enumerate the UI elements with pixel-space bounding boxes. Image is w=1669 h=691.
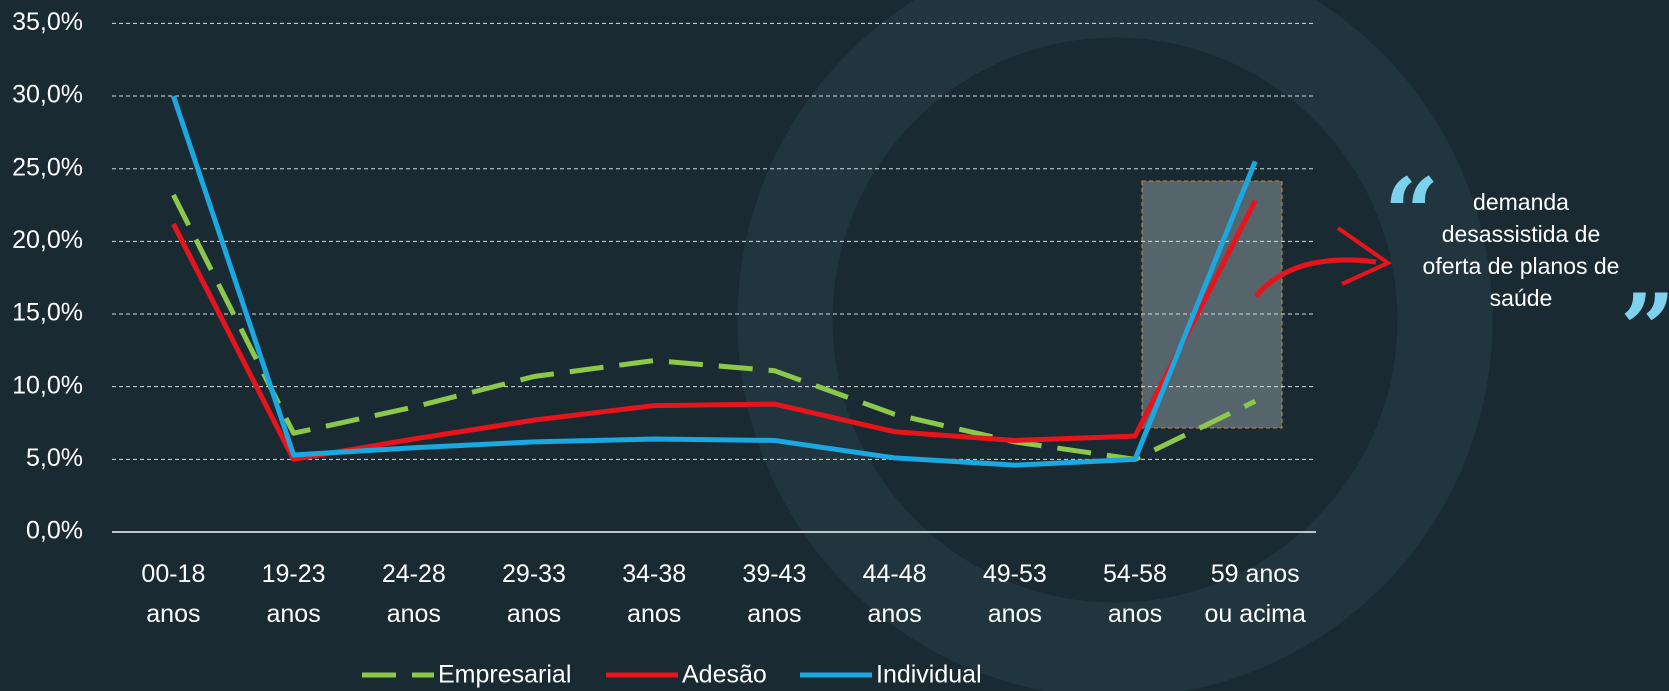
- line-series: [173, 201, 1255, 460]
- y-tick-label: 25,0%: [12, 153, 83, 181]
- y-tick-label: 30,0%: [12, 81, 83, 109]
- chart: 0,0% 5,0% 10,0% 15,0% 20,0% 25,0% 30,0% 35,0% 00…: [0, 0, 1669, 691]
- plot: 0,0% 5,0% 10,0% 15,0% 20,0% 25,0% 30,0% 35,0% 00…: [12, 8, 1316, 689]
- quote-close: ”: [1620, 273, 1669, 386]
- y-tick-label: 35,0%: [12, 8, 83, 36]
- line-series: [173, 195, 1255, 459]
- background-swirl: [785, 0, 1445, 650]
- legend-label: Individual: [876, 661, 982, 689]
- y-tick-label: 20,0%: [12, 226, 83, 254]
- legend-label: Adesão: [682, 661, 767, 689]
- y-tick-label: 10,0%: [12, 371, 83, 399]
- legend-label: Empresarial: [438, 661, 571, 689]
- y-tick-label: 0,0%: [26, 517, 83, 545]
- arrow-head: [1338, 228, 1388, 284]
- line-series: [173, 96, 1255, 465]
- y-tick-label: 15,0%: [12, 299, 83, 327]
- y-tick-label: 5,0%: [26, 444, 83, 472]
